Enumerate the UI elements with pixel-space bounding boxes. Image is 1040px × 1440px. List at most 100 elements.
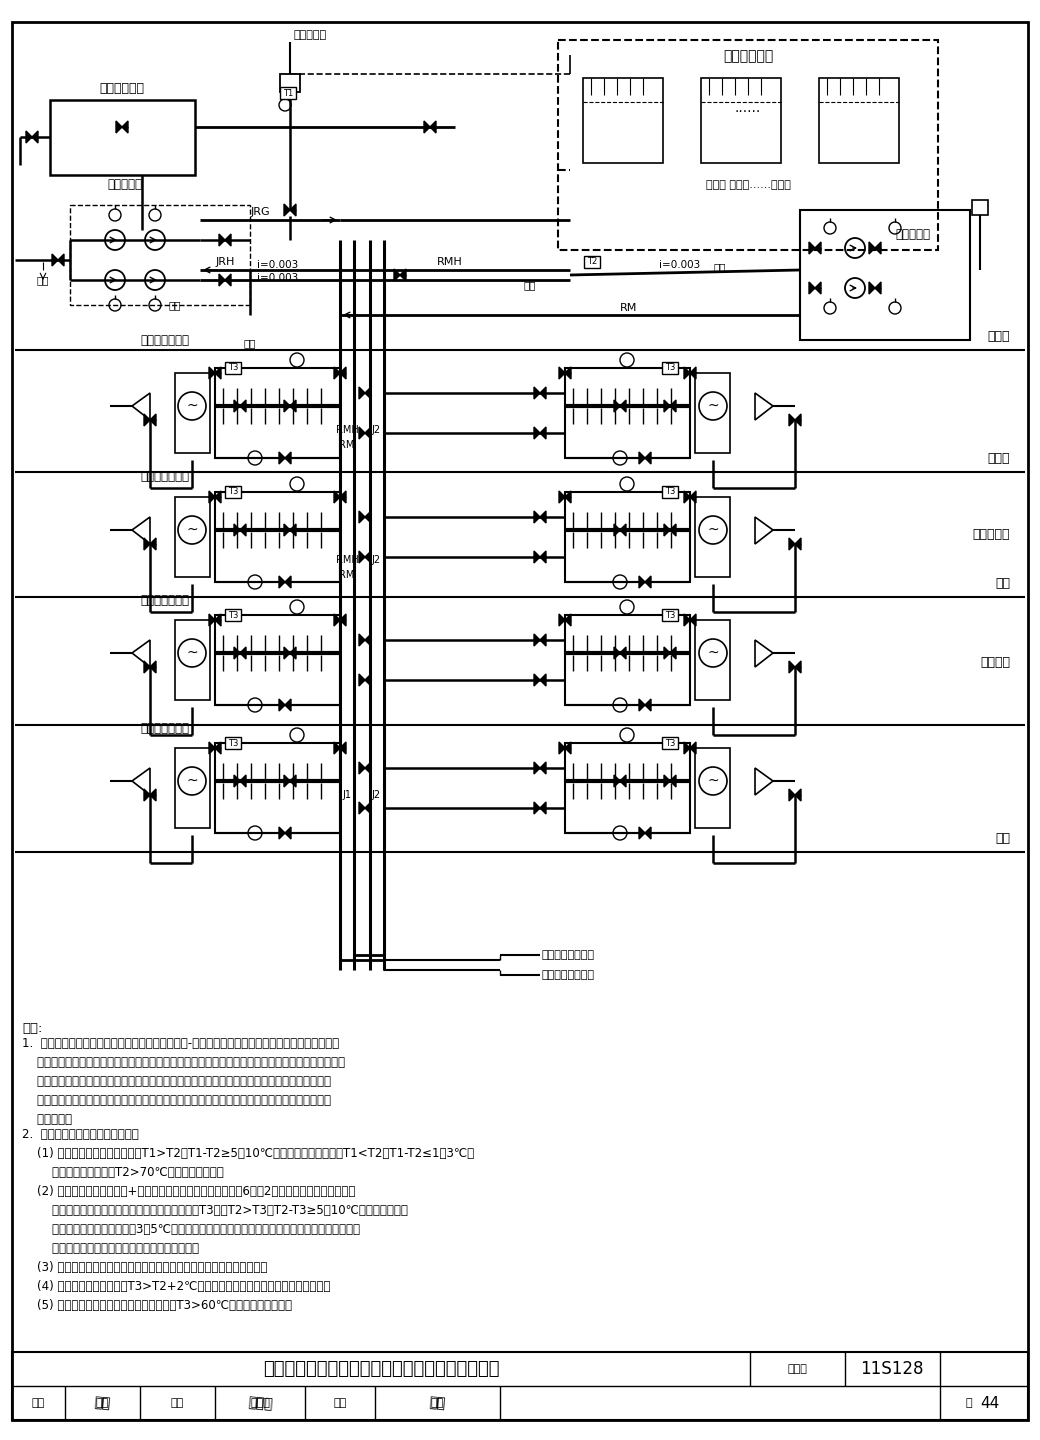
Text: RMH: RMH	[437, 256, 463, 266]
Text: J2: J2	[371, 791, 381, 801]
Polygon shape	[240, 775, 246, 788]
Polygon shape	[340, 742, 346, 755]
Polygon shape	[534, 511, 540, 523]
Polygon shape	[225, 274, 231, 287]
Polygon shape	[359, 634, 365, 647]
Bar	[695, 373, 730, 454]
Text: 太阳能集热器: 太阳能集热器	[100, 82, 145, 95]
Polygon shape	[365, 428, 371, 439]
Polygon shape	[620, 400, 626, 412]
Polygon shape	[690, 367, 696, 379]
Text: ~: ~	[707, 399, 719, 413]
Polygon shape	[534, 802, 540, 814]
Bar	[70, 204, 250, 305]
Polygon shape	[150, 539, 156, 550]
Bar	[225, 487, 241, 498]
Bar	[225, 609, 241, 621]
Text: J2: J2	[371, 425, 381, 435]
Polygon shape	[614, 647, 620, 660]
Polygon shape	[215, 613, 222, 626]
Polygon shape	[534, 674, 540, 685]
Text: T3: T3	[665, 363, 675, 373]
Polygon shape	[664, 400, 670, 412]
Polygon shape	[684, 742, 690, 755]
Text: JRG: JRG	[251, 207, 269, 217]
Polygon shape	[284, 775, 290, 788]
Polygon shape	[789, 415, 795, 426]
Text: ~: ~	[186, 399, 198, 413]
Bar	[175, 621, 210, 700]
Polygon shape	[334, 367, 340, 379]
Bar	[565, 615, 690, 706]
Text: T3: T3	[665, 739, 675, 747]
Bar	[215, 492, 340, 582]
Polygon shape	[565, 367, 571, 379]
Polygon shape	[565, 491, 571, 503]
Bar	[215, 615, 340, 706]
Bar	[695, 621, 730, 700]
Polygon shape	[285, 698, 291, 711]
Polygon shape	[875, 282, 881, 294]
Text: ~: ~	[707, 647, 719, 660]
Polygon shape	[359, 428, 365, 439]
Polygon shape	[560, 367, 565, 379]
Polygon shape	[565, 742, 571, 755]
Text: 图集号: 图集号	[787, 1364, 807, 1374]
Bar	[800, 210, 970, 340]
Bar	[50, 99, 196, 176]
Polygon shape	[540, 387, 546, 399]
Polygon shape	[225, 233, 231, 246]
Polygon shape	[795, 539, 801, 550]
Polygon shape	[869, 242, 875, 253]
Text: 泄水: 泄水	[243, 338, 256, 348]
Polygon shape	[359, 387, 365, 399]
Text: 44: 44	[981, 1395, 999, 1411]
Text: RM: RM	[339, 570, 355, 580]
Text: 十二层: 十二层	[988, 452, 1010, 465]
Text: 排至安全处: 排至安全处	[294, 30, 328, 40]
Polygon shape	[815, 282, 821, 294]
Bar	[280, 73, 300, 92]
Polygon shape	[614, 775, 620, 788]
Text: T3: T3	[665, 488, 675, 497]
Text: T3: T3	[228, 611, 238, 619]
Bar	[972, 200, 988, 215]
Text: 五层: 五层	[995, 577, 1010, 590]
Bar	[225, 361, 241, 374]
Polygon shape	[670, 524, 676, 536]
Bar	[280, 86, 296, 99]
Bar	[558, 40, 938, 251]
Polygon shape	[809, 242, 815, 253]
Bar	[695, 497, 730, 577]
Polygon shape	[290, 647, 296, 660]
Bar	[215, 369, 340, 458]
Polygon shape	[815, 242, 821, 253]
Polygon shape	[284, 204, 290, 216]
Polygon shape	[639, 698, 645, 711]
Polygon shape	[284, 400, 290, 412]
Polygon shape	[684, 613, 690, 626]
Text: ~: ~	[186, 775, 198, 788]
Text: RM: RM	[620, 302, 638, 312]
Polygon shape	[795, 415, 801, 426]
Text: 2.  电气控制宜采用自动控制系统。
    (1) 集热循环采用温差循环，当T1>T2且T1-T2≥5～10℃时集热循环泵启动，当T1<T2或T1-T2≤1～: 2. 电气控制宜采用自动控制系统。 (1) 集热循环采用温差循环，当T1>T2且…	[22, 1128, 474, 1312]
Text: 泄水: 泄水	[713, 262, 726, 272]
Polygon shape	[809, 282, 815, 294]
Bar	[701, 78, 781, 163]
Text: RM: RM	[339, 441, 355, 449]
Polygon shape	[334, 491, 340, 503]
Text: i=0.003: i=0.003	[257, 261, 298, 271]
Text: 集中集热分散储热分散辅热太阳能热水系统示意图: 集中集热分散储热分散辅热太阳能热水系统示意图	[263, 1359, 499, 1378]
Bar	[695, 747, 730, 828]
Polygon shape	[540, 762, 546, 775]
Text: 高区冷水供水总管: 高区冷水供水总管	[542, 950, 595, 960]
Polygon shape	[430, 121, 436, 132]
Polygon shape	[540, 674, 546, 685]
Polygon shape	[540, 802, 546, 814]
Polygon shape	[645, 576, 651, 588]
Polygon shape	[359, 674, 365, 685]
Polygon shape	[540, 511, 546, 523]
Text: 中央控制中心: 中央控制中心	[723, 49, 773, 63]
Polygon shape	[234, 647, 240, 660]
Text: 郁怀松: 郁怀松	[250, 1398, 270, 1408]
